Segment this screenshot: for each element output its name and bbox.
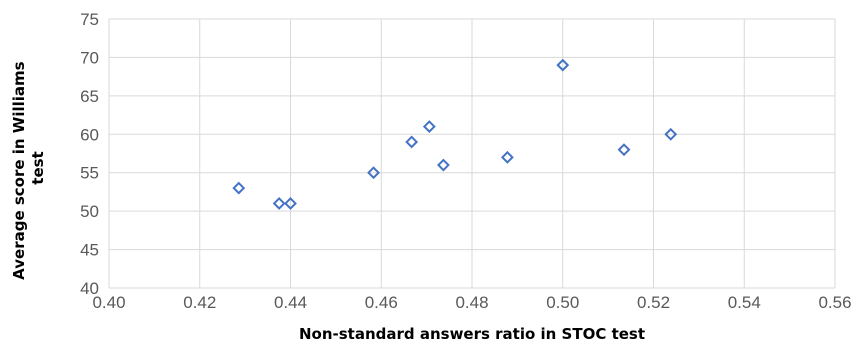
x-tick-label: 0.42	[183, 293, 216, 312]
y-axis-title-line-2: test	[29, 151, 47, 184]
x-tick-label: 0.48	[455, 293, 488, 312]
y-axis-title-line-1: Average score in Williams	[10, 61, 28, 280]
scatter-point	[232, 181, 246, 195]
x-tick-label: 0.56	[818, 293, 851, 312]
x-tick-label: 0.46	[365, 293, 398, 312]
y-tick-label: 70	[80, 48, 99, 67]
scatter-point	[422, 120, 436, 134]
x-tick-label: 0.52	[637, 293, 670, 312]
gridlines	[108, 18, 836, 289]
scatter-point	[284, 197, 297, 210]
scatter-point	[405, 135, 419, 149]
scatter-point	[556, 58, 570, 72]
y-axis-title: Average score in Williams test	[10, 56, 47, 280]
scatter-point	[500, 150, 514, 164]
scatter-point	[664, 127, 678, 141]
y-tick-label: 55	[80, 164, 99, 183]
scatter-point	[436, 158, 450, 172]
scatter-point	[367, 166, 380, 180]
y-tick-label: 45	[80, 241, 99, 260]
y-tick-label: 50	[80, 202, 99, 221]
x-tick-label: 0.40	[92, 293, 125, 312]
y-tick-label: 65	[80, 87, 99, 106]
data-points	[232, 58, 678, 210]
y-tick-label: 40	[80, 279, 99, 298]
scatter-point	[617, 143, 631, 157]
x-tick-label: 0.54	[728, 293, 761, 312]
y-tick-label: 60	[80, 125, 99, 144]
x-tick-label: 0.44	[274, 293, 307, 312]
x-axis-title: Non-standard answers ratio in STOC test	[299, 325, 645, 343]
y-axis-ticks: 40 45 50 55 60 65 70 75	[80, 10, 99, 298]
y-tick-label: 75	[80, 10, 99, 29]
scatter-point	[272, 197, 286, 210]
x-tick-label: 0.50	[546, 293, 579, 312]
x-axis-ticks: 0.40 0.42 0.44 0.46 0.48 0.50 0.52 0.54 0.56	[92, 293, 851, 312]
